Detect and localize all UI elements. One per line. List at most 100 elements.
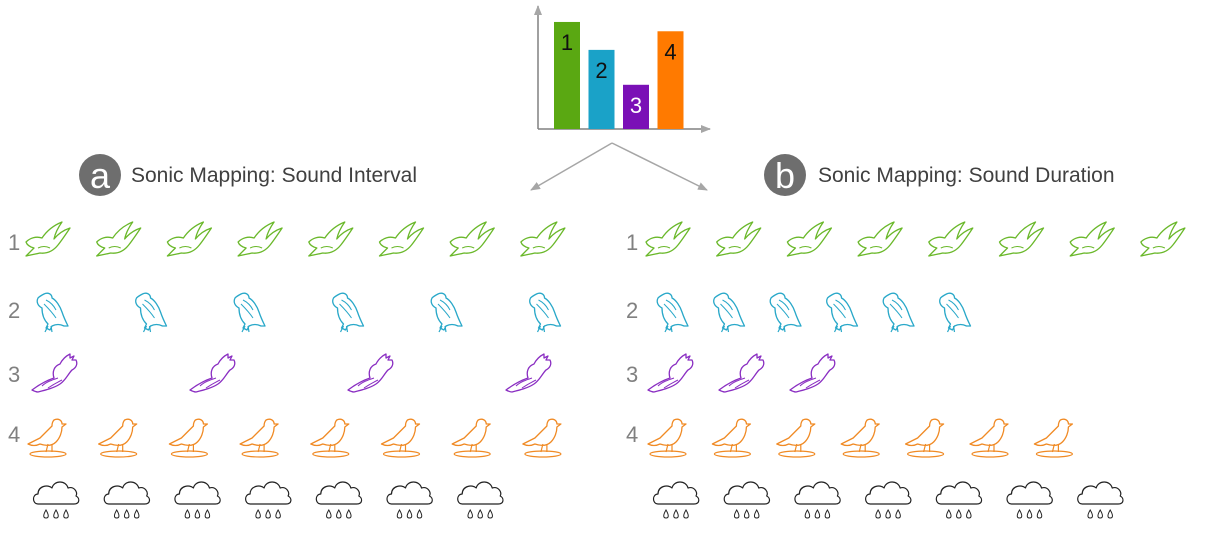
row-label: 3 bbox=[8, 362, 20, 387]
panel-b-row-4: 4 bbox=[626, 418, 1074, 458]
bird-flying-icon bbox=[857, 221, 903, 257]
rain-cloud-icon bbox=[315, 481, 363, 519]
bar-chart: 123 4 bbox=[534, 5, 711, 133]
bird-crested-flying-icon bbox=[31, 353, 78, 393]
bird-perched-icon bbox=[451, 418, 491, 458]
rain-cloud-icon bbox=[794, 481, 841, 519]
bird-flying-icon bbox=[998, 221, 1045, 257]
eagle-perched-icon bbox=[135, 292, 168, 333]
bird-perched-icon bbox=[239, 418, 279, 458]
bar-label-1: 1 bbox=[561, 30, 573, 55]
bird-perched-icon bbox=[647, 418, 687, 458]
bird-perched-icon bbox=[98, 418, 138, 458]
bird-flying-icon bbox=[716, 221, 762, 257]
rain-cloud-icon bbox=[103, 481, 151, 519]
panel-b: 1 2 3 4 bbox=[626, 221, 1186, 519]
bird-flying-icon bbox=[1140, 221, 1186, 257]
panel-a: 1 2 3 4 bbox=[8, 221, 566, 519]
rain-cloud-icon bbox=[1077, 481, 1124, 519]
bird-crested-flying-icon bbox=[189, 353, 236, 393]
bar-4 bbox=[657, 31, 684, 130]
eagle-perched-icon bbox=[713, 292, 746, 333]
bird-perched-icon bbox=[776, 418, 816, 458]
eagle-perched-icon bbox=[939, 292, 972, 333]
bar-1 bbox=[554, 21, 580, 129]
bird-crested-flying-icon bbox=[647, 353, 694, 393]
bar-3 bbox=[623, 84, 649, 129]
bird-perched-icon bbox=[27, 418, 67, 458]
bird-flying-icon bbox=[645, 221, 691, 257]
panel-a-row-4: 4 bbox=[8, 418, 562, 458]
panel-b-title: Sonic Mapping: Sound Duration bbox=[818, 164, 1115, 187]
rain-cloud-icon bbox=[32, 481, 80, 519]
bird-perched-icon bbox=[522, 418, 562, 458]
eagle-perched-icon bbox=[332, 292, 365, 333]
panel-a-header: a Sonic Mapping: Sound Interval bbox=[79, 154, 417, 196]
rain-cloud-icon bbox=[457, 481, 504, 519]
bird-flying-icon bbox=[166, 221, 213, 257]
panel-a-row-1: 1 bbox=[8, 221, 566, 257]
bird-perched-icon bbox=[969, 418, 1009, 458]
bird-perched-icon bbox=[310, 418, 350, 458]
bird-crested-flying-icon bbox=[505, 353, 552, 393]
row-label: 2 bbox=[626, 298, 638, 323]
rain-cloud-icon bbox=[935, 481, 983, 519]
badge-b bbox=[764, 154, 806, 196]
eagle-perched-icon bbox=[826, 292, 859, 333]
panel-a-row-5 bbox=[32, 481, 504, 519]
bird-perched-icon bbox=[904, 418, 945, 458]
rain-cloud-icon bbox=[723, 481, 771, 519]
eagle-perched-icon bbox=[656, 292, 689, 333]
panel-a-row-3: 3 bbox=[8, 353, 552, 393]
bird-perched-icon bbox=[168, 418, 209, 458]
eagle-perched-icon bbox=[769, 292, 802, 333]
bird-flying-icon bbox=[786, 221, 833, 257]
panel-b-row-2: 2 bbox=[626, 292, 972, 333]
rain-cloud-icon bbox=[1006, 481, 1053, 519]
row-label: 4 bbox=[8, 422, 20, 447]
rain-cloud-icon bbox=[245, 481, 292, 519]
eagle-perched-icon bbox=[36, 292, 69, 333]
bird-flying-icon bbox=[1069, 221, 1115, 257]
panel-b-row-5 bbox=[652, 481, 1124, 519]
badge-b-letter: b bbox=[775, 155, 795, 196]
panel-b-row-3: 3 bbox=[626, 353, 836, 393]
arrow-to-panel-b bbox=[611, 142, 708, 191]
bird-crested-flying-icon bbox=[347, 353, 394, 393]
panel-b-header: b Sonic Mapping: Sound Duration bbox=[764, 154, 1115, 196]
split-arrows bbox=[530, 142, 708, 191]
bar-label-3: 3 bbox=[630, 93, 642, 118]
bar-label-2: 2 bbox=[595, 58, 607, 83]
badge-a-letter: a bbox=[90, 155, 111, 196]
bird-perched-icon bbox=[380, 418, 421, 458]
bird-flying-icon bbox=[25, 221, 71, 257]
panel-a-title: Sonic Mapping: Sound Interval bbox=[131, 164, 417, 187]
row-label: 1 bbox=[626, 230, 638, 255]
rain-cloud-icon bbox=[652, 481, 700, 519]
rain-cloud-icon bbox=[865, 481, 912, 519]
bird-flying-icon bbox=[96, 221, 142, 257]
bird-flying-icon bbox=[378, 221, 425, 257]
badge-a bbox=[79, 154, 121, 196]
bird-perched-icon bbox=[840, 418, 880, 458]
bird-perched-icon bbox=[1033, 418, 1074, 458]
bird-crested-flying-icon bbox=[718, 353, 765, 393]
eagle-perched-icon bbox=[430, 292, 463, 333]
row-label: 1 bbox=[8, 230, 20, 255]
bird-flying-icon bbox=[449, 221, 495, 257]
bird-flying-icon bbox=[237, 221, 283, 257]
bird-flying-icon bbox=[308, 221, 354, 257]
eagle-perched-icon bbox=[233, 292, 266, 333]
panel-b-row-1: 1 bbox=[626, 221, 1186, 257]
bird-flying-icon bbox=[928, 221, 974, 257]
panel-a-row-2: 2 bbox=[8, 292, 562, 333]
bird-perched-icon bbox=[711, 418, 752, 458]
bird-crested-flying-icon bbox=[789, 353, 836, 393]
eagle-perched-icon bbox=[882, 292, 915, 333]
bar-2 bbox=[588, 49, 615, 130]
rain-cloud-icon bbox=[174, 481, 221, 519]
row-label: 2 bbox=[8, 298, 20, 323]
row-label: 3 bbox=[626, 362, 638, 387]
bird-flying-icon bbox=[520, 221, 566, 257]
